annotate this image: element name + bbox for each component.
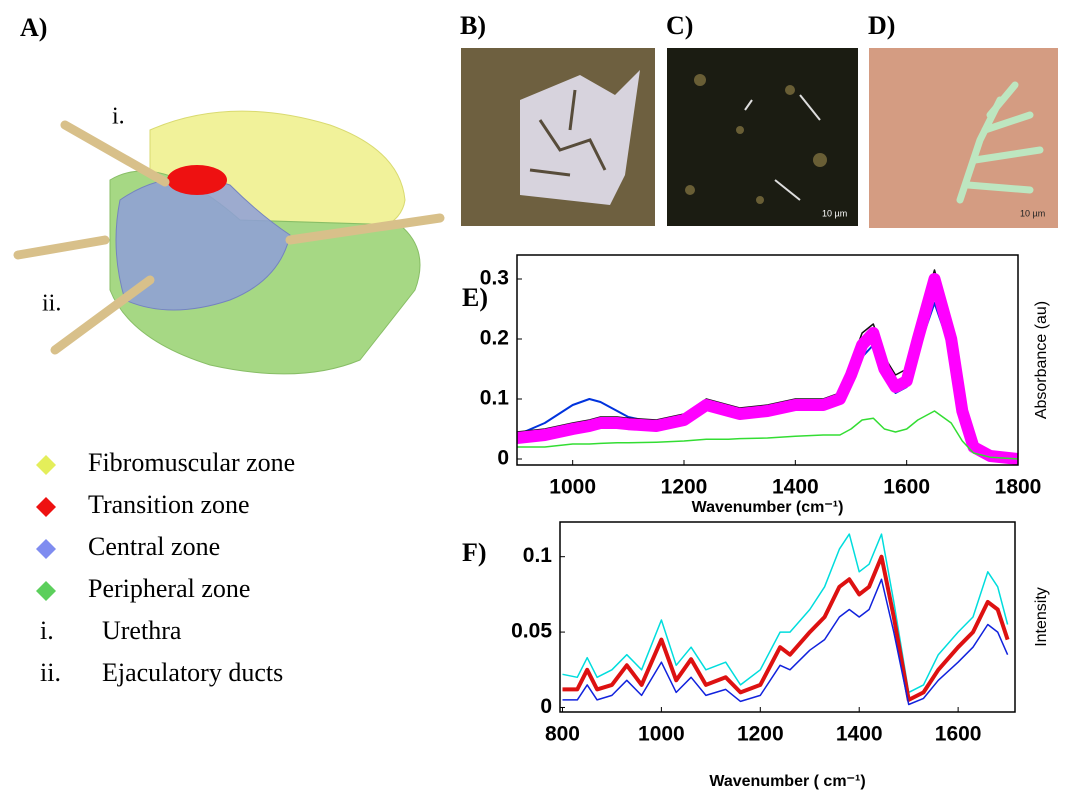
x-tick-label: 1200 bbox=[737, 723, 784, 746]
legend-marker bbox=[36, 581, 56, 601]
callout: i. bbox=[112, 104, 125, 130]
x-axis-title: Wavenumber (cm⁻¹) bbox=[692, 499, 844, 516]
legend-label: Peripheral zone bbox=[88, 574, 250, 603]
photo-background bbox=[869, 48, 1058, 228]
spectrum-line bbox=[517, 279, 1018, 459]
y-tick-label: 0.2 bbox=[480, 327, 509, 350]
y-axis-title: Intensity bbox=[1033, 587, 1050, 647]
note-marker: ii. bbox=[40, 658, 61, 687]
spectrum-line bbox=[517, 411, 1018, 459]
photo-d: 10 µm bbox=[869, 48, 1058, 228]
x-tick-label: 1000 bbox=[638, 723, 685, 746]
prostate-illustration bbox=[18, 111, 440, 374]
y-tick-label: 0 bbox=[540, 695, 552, 718]
panel-label: C) bbox=[666, 11, 693, 40]
plot-frame bbox=[517, 255, 1018, 465]
y-tick-label: 0.1 bbox=[523, 544, 553, 567]
panel-label: A) bbox=[20, 13, 47, 42]
panel-label: D) bbox=[868, 11, 895, 40]
callout: ii. bbox=[42, 291, 61, 317]
x-tick-label: 1600 bbox=[883, 476, 930, 499]
scale-bar-label: 10 µm bbox=[822, 208, 847, 218]
y-tick-label: 0.05 bbox=[511, 620, 552, 643]
x-tick-label: 1200 bbox=[661, 476, 708, 499]
spectrum-line bbox=[563, 579, 1008, 704]
x-tick-label: 1000 bbox=[549, 476, 596, 499]
note-label: Ejaculatory ducts bbox=[102, 658, 283, 687]
y-tick-label: 0.1 bbox=[480, 387, 510, 410]
y-tick-label: 0.3 bbox=[480, 267, 509, 290]
legend-label: Central zone bbox=[88, 532, 220, 561]
x-tick-label: 1600 bbox=[935, 723, 982, 746]
x-axis-title: Wavenumber ( cm⁻¹) bbox=[709, 773, 865, 790]
legend-marker bbox=[36, 455, 56, 475]
legend-marker bbox=[36, 497, 56, 517]
figure: 10 µm 10 µm A) i. ii. B) C) D) Fibromusc… bbox=[0, 0, 1067, 796]
note-marker: i. bbox=[40, 616, 54, 645]
panel-label: B) bbox=[460, 11, 486, 40]
panel-label: F) bbox=[462, 538, 487, 567]
legend-label: Fibromuscular zone bbox=[88, 448, 295, 477]
scale-bar-label: 10 µm bbox=[1020, 208, 1045, 218]
x-tick-label: 1400 bbox=[772, 476, 819, 499]
legend-marker bbox=[36, 539, 56, 559]
transition-shape bbox=[167, 165, 227, 195]
x-tick-label: 1400 bbox=[836, 723, 883, 746]
plot-frame bbox=[560, 522, 1015, 712]
note-label: Urethra bbox=[102, 616, 182, 645]
legend-label: Transition zone bbox=[88, 490, 250, 519]
x-tick-label: 1800 bbox=[995, 476, 1042, 499]
y-tick-label: 0 bbox=[497, 447, 509, 470]
y-axis-title: Absorbance (au) bbox=[1033, 301, 1050, 419]
photo-b bbox=[461, 48, 655, 226]
photo-c: 10 µm bbox=[667, 48, 858, 226]
x-tick-label: 800 bbox=[545, 723, 580, 746]
